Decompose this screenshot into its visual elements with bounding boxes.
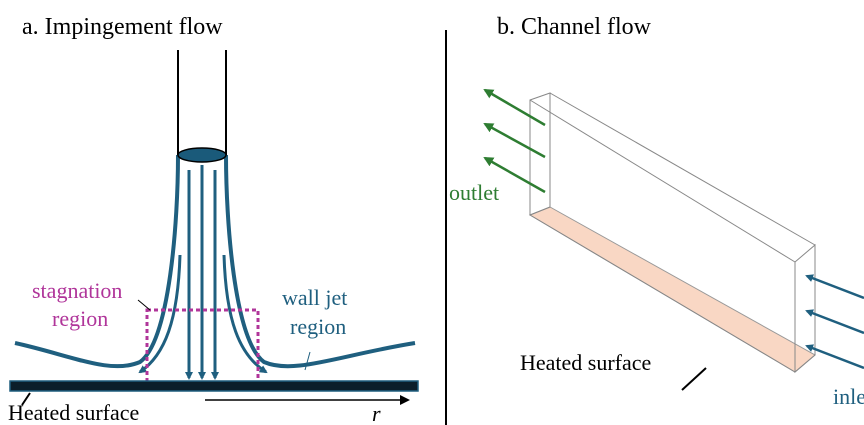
region-label: region: [290, 314, 346, 339]
region-label: region: [52, 306, 108, 331]
inlet-arrow: [807, 276, 864, 298]
outlet-arrow: [485, 90, 545, 125]
heated-face: [530, 207, 815, 372]
flow-arrow: [224, 255, 266, 372]
panel-b: b. Channel flow outlet inlet Heated surf…: [449, 14, 864, 409]
inlet-arrow: [807, 346, 864, 368]
panel-title: a. Impingement flow: [22, 14, 223, 40]
jet-boundary: [15, 155, 178, 366]
outlet-arrow: [485, 124, 545, 157]
surface-label: Heated surface: [8, 400, 139, 425]
leader-line: [682, 368, 706, 390]
inlet-label: inlet: [833, 384, 864, 409]
outlet-label: outlet: [449, 180, 499, 205]
axis-label: r: [372, 401, 381, 425]
panel-a: a. Impingement flow stagnation region wa…: [8, 14, 418, 425]
region-label: stagnation: [32, 278, 122, 303]
region-label: wall jet: [282, 285, 347, 310]
leader-line: [138, 300, 150, 310]
page: {"panel_a": {"title": "a. Impingement fl…: [0, 0, 864, 425]
surface-label: Heated surface: [520, 350, 651, 375]
leader-line: [305, 352, 310, 370]
nozzle-exit: [178, 148, 226, 162]
inlet-arrow: [807, 311, 864, 333]
figure: a. Impingement flow stagnation region wa…: [0, 0, 864, 425]
heated-surface: [10, 381, 418, 391]
panel-title: b. Channel flow: [497, 14, 652, 40]
